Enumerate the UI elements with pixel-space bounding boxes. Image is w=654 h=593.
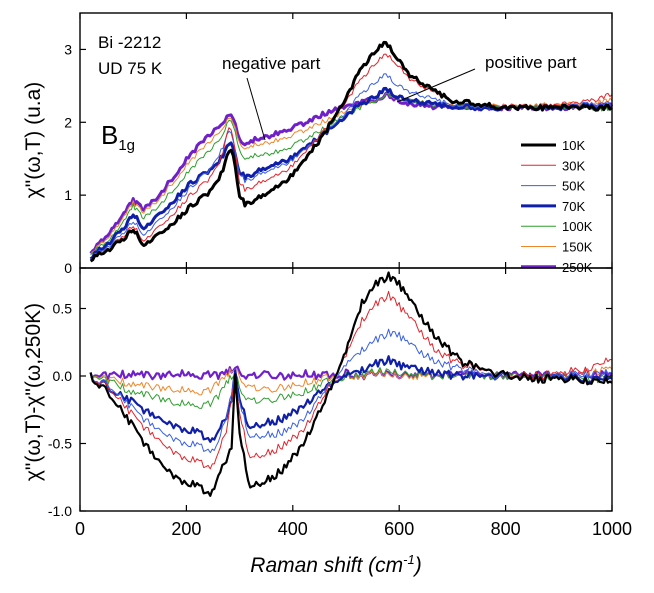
bottom-ytick-label: 0.5 — [53, 301, 73, 317]
bottom-y-axis-title: χ"(ω,T)-χ"(ω,250K) — [22, 303, 45, 481]
top-ytick-label: 2 — [64, 114, 72, 130]
top-ytick-label: 1 — [64, 187, 72, 203]
sample-label: Bi -2212 — [98, 33, 161, 52]
bottom-ytick-label: -0.5 — [48, 436, 72, 452]
symmetry-sub: 1g — [118, 137, 135, 154]
symmetry-main: B — [101, 120, 118, 150]
top-series-100K — [90, 92, 613, 256]
negative-part-label: negative part — [222, 54, 321, 73]
xtick-label: 0 — [75, 519, 85, 539]
positive-part-label: positive part — [485, 53, 577, 72]
xtick-label: 1000 — [592, 519, 632, 539]
legend-label-70K: 70K — [562, 199, 585, 214]
xtick-label: 200 — [171, 519, 201, 539]
top-series-50K — [90, 73, 613, 261]
bottom-x-ticks: 0 200 400 600 800 1000 — [75, 268, 632, 539]
top-series-70K — [89, 86, 613, 261]
x-axis-title-sup: -1 — [403, 552, 415, 567]
bottom-series-50K — [90, 328, 613, 454]
bottom-series-30K — [90, 290, 613, 470]
positive-part-pointer — [396, 68, 476, 103]
x-axis-title: Raman shift (cm-1) — [250, 552, 421, 577]
bottom-panel: -1.0 -0.5 0.0 0.5 0 200 400 600 800 1000 χ"(ω,T)… — [22, 267, 632, 539]
xtick-label: 800 — [491, 519, 521, 539]
top-y-axis-title: χ"(ω,T) (u.a) — [22, 82, 45, 199]
bottom-ytick-label: -1.0 — [48, 503, 72, 519]
top-series-10K — [89, 40, 613, 263]
negative-part-pointer — [246, 77, 266, 141]
xtick-label: 400 — [278, 519, 308, 539]
x-axis-title-end: ) — [412, 554, 422, 577]
legend-label-100K: 100K — [562, 219, 593, 234]
bottom-y-ticks: -1.0 -0.5 0.0 0.5 — [48, 301, 612, 519]
top-ytick-label: 3 — [64, 41, 72, 57]
top-ytick-label: 0 — [64, 260, 72, 276]
legend-label-250K: 250K — [562, 260, 593, 275]
legend-label-30K: 30K — [562, 158, 585, 173]
bottom-ytick-label: 0.0 — [53, 368, 73, 384]
legend-label-10K: 10K — [562, 138, 585, 153]
top-series-group — [89, 40, 614, 263]
x-axis-title-main: Raman shift (cm — [250, 554, 403, 577]
bottom-plot-frame — [79, 267, 613, 512]
legend-label-50K: 50K — [562, 179, 585, 194]
bottom-series-group — [89, 271, 613, 497]
top-series-150K — [90, 92, 613, 255]
doping-label: UD 75 K — [98, 59, 163, 78]
xtick-label: 600 — [384, 519, 414, 539]
legend: 10K 30K 50K 70K 100K 150K 250K — [521, 138, 593, 275]
symmetry-label: B1g — [101, 120, 135, 154]
legend-label-150K: 150K — [562, 240, 593, 255]
bottom-series-10K — [89, 271, 613, 497]
top-x-ticks — [79, 13, 613, 268]
